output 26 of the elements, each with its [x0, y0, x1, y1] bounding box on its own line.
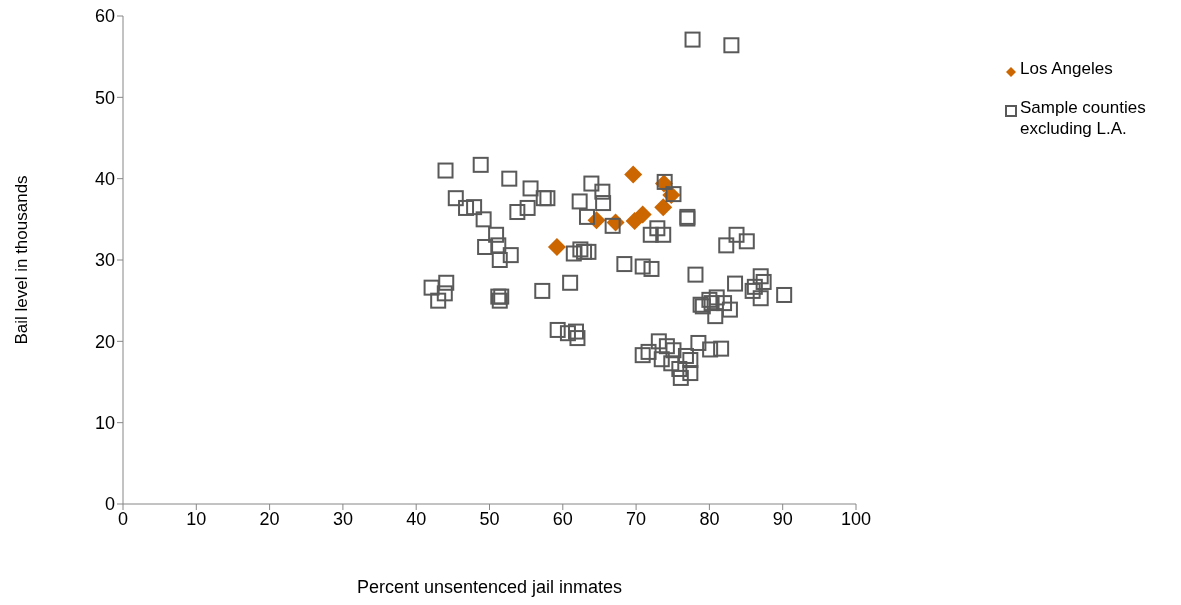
y-axis-title: Bail level in thousands — [11, 175, 31, 345]
y-tick-label: 50 — [94, 87, 115, 108]
point — [633, 205, 652, 224]
x-tick-label: 40 — [406, 508, 427, 529]
x-tick-label: 80 — [699, 508, 720, 529]
x-tick-label: 70 — [626, 508, 647, 529]
x-tick-label: 60 — [552, 508, 573, 529]
x-tick-label: 10 — [186, 508, 207, 529]
x-axis-title: Percent unsentenced jail inmates — [356, 577, 623, 597]
legend-label: Sample counties excluding L.A. — [1020, 97, 1147, 139]
y-tick-label: 0 — [104, 494, 115, 515]
y-tick-label: 30 — [94, 250, 115, 271]
y-tick-label: 40 — [94, 169, 115, 190]
y-tick-label: 20 — [94, 331, 115, 352]
x-tick-label: 100 — [840, 508, 872, 529]
y-tick-label: 10 — [94, 413, 115, 434]
x-tick-label: 30 — [332, 508, 353, 529]
x-tick-label: 0 — [117, 508, 129, 529]
x-tick-label: 90 — [772, 508, 793, 529]
point — [547, 237, 566, 256]
x-tick-label: 50 — [479, 508, 500, 529]
y-tick-label: 60 — [94, 6, 115, 27]
point — [654, 198, 673, 217]
legend-label: Los Angeles — [1020, 58, 1113, 79]
point — [624, 165, 643, 184]
x-tick-label: 20 — [259, 508, 280, 529]
